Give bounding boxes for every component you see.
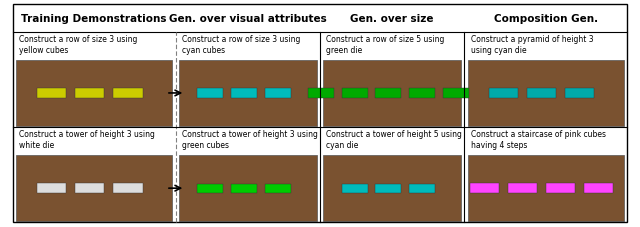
Bar [16, 61, 172, 126]
Bar [231, 89, 257, 98]
Bar [342, 184, 367, 193]
Bar [527, 88, 556, 99]
Bar [546, 183, 575, 194]
Bar [409, 89, 435, 98]
Text: Construct a tower of height 3 using
white die: Construct a tower of height 3 using whit… [19, 130, 155, 149]
Bar [342, 89, 367, 98]
Bar [489, 88, 518, 99]
Bar [565, 88, 594, 99]
Text: Composition Gen.: Composition Gen. [493, 14, 598, 24]
Text: Gen. over visual attributes: Gen. over visual attributes [169, 14, 326, 24]
Bar [16, 155, 172, 221]
Text: Construct a row of size 3 using
cyan cubes: Construct a row of size 3 using cyan cub… [182, 35, 300, 54]
Bar [308, 89, 333, 98]
Text: Construct a tower of height 5 using
cyan die: Construct a tower of height 5 using cyan… [326, 130, 462, 149]
Bar [197, 89, 223, 98]
Bar [197, 184, 223, 193]
Text: Construct a staircase of pink cubes
having 4 steps: Construct a staircase of pink cubes havi… [470, 130, 605, 149]
Bar [113, 183, 143, 194]
Bar [508, 183, 537, 194]
Bar [323, 155, 461, 221]
Bar [179, 155, 317, 221]
Text: Training Demonstrations: Training Demonstrations [22, 14, 167, 24]
Bar [443, 89, 469, 98]
Text: Construct a row of size 5 using
green die: Construct a row of size 5 using green di… [326, 35, 445, 54]
Bar [375, 89, 401, 98]
Bar [265, 89, 291, 98]
Bar [468, 61, 624, 126]
Bar [75, 88, 104, 99]
Bar [265, 184, 291, 193]
Bar [323, 61, 461, 126]
Bar [375, 184, 401, 193]
Bar [468, 155, 624, 221]
Text: Construct a tower of height 3 using
green cubes: Construct a tower of height 3 using gree… [182, 130, 317, 149]
Text: Construct a pyramid of height 3
using cyan die: Construct a pyramid of height 3 using cy… [470, 35, 593, 54]
Bar [179, 61, 317, 126]
Text: Gen. over size: Gen. over size [351, 14, 434, 24]
Bar [409, 184, 435, 193]
Bar [113, 88, 143, 99]
Bar [75, 183, 104, 194]
Text: Construct a row of size 3 using
yellow cubes: Construct a row of size 3 using yellow c… [19, 35, 138, 54]
Bar [37, 183, 67, 194]
Bar [584, 183, 613, 194]
Bar [231, 184, 257, 193]
Bar [470, 183, 499, 194]
Bar [37, 88, 67, 99]
